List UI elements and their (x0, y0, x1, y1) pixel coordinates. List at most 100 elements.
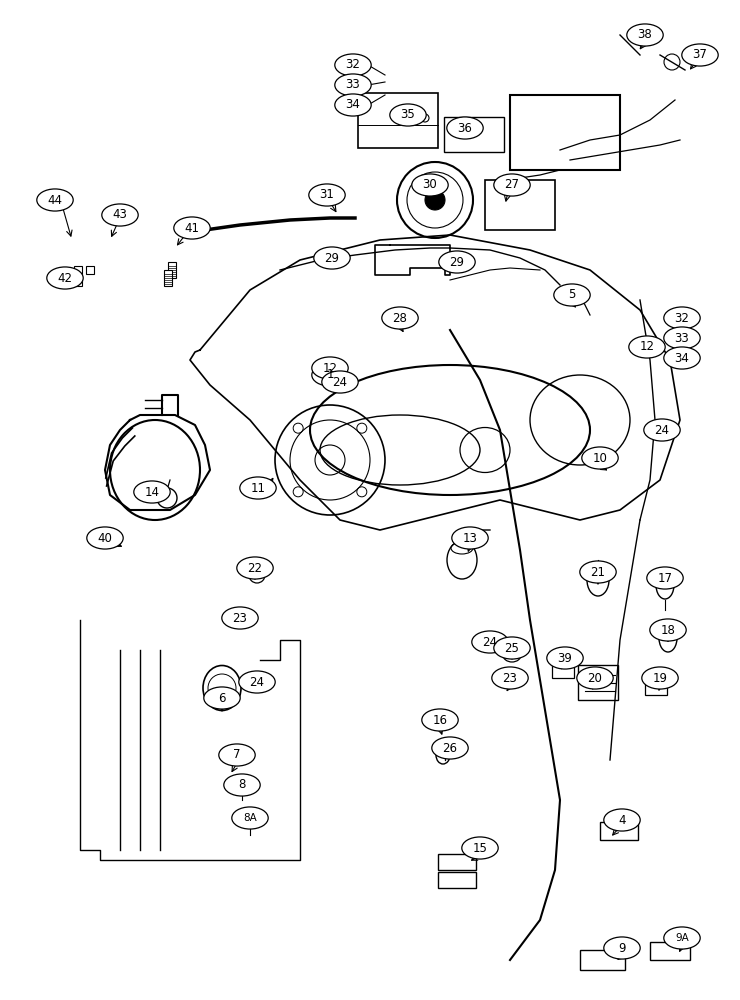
Ellipse shape (604, 809, 640, 831)
Text: 13: 13 (462, 532, 477, 544)
Ellipse shape (102, 204, 138, 226)
Text: 12: 12 (639, 340, 654, 354)
Text: 4: 4 (618, 814, 626, 826)
Text: 40: 40 (98, 532, 112, 544)
Ellipse shape (682, 44, 719, 66)
Ellipse shape (87, 527, 123, 549)
Text: 23: 23 (232, 611, 247, 624)
Text: 24: 24 (332, 375, 348, 388)
Ellipse shape (239, 671, 275, 693)
Ellipse shape (447, 117, 483, 139)
Ellipse shape (580, 561, 616, 583)
Ellipse shape (240, 477, 276, 499)
Ellipse shape (390, 104, 426, 126)
Ellipse shape (629, 336, 665, 358)
Text: 23: 23 (502, 672, 517, 684)
Ellipse shape (174, 217, 210, 239)
Text: 22: 22 (247, 562, 263, 574)
Ellipse shape (664, 347, 700, 369)
Ellipse shape (642, 667, 678, 689)
Ellipse shape (411, 174, 448, 196)
FancyBboxPatch shape (168, 262, 176, 278)
Ellipse shape (576, 667, 613, 689)
Ellipse shape (432, 737, 468, 759)
Ellipse shape (312, 357, 349, 379)
Text: 6: 6 (218, 692, 226, 704)
Text: 36: 36 (457, 121, 472, 134)
Text: 33: 33 (675, 332, 690, 344)
Ellipse shape (382, 307, 418, 329)
Text: 31: 31 (320, 188, 334, 202)
Text: 25: 25 (505, 642, 519, 654)
Ellipse shape (222, 607, 258, 629)
Text: 27: 27 (505, 178, 519, 192)
Ellipse shape (237, 557, 273, 579)
Text: 19: 19 (653, 672, 667, 684)
Text: 35: 35 (400, 108, 415, 121)
Ellipse shape (452, 527, 488, 549)
Text: 18: 18 (661, 624, 676, 637)
Ellipse shape (334, 54, 371, 76)
Ellipse shape (223, 774, 260, 796)
Circle shape (425, 190, 445, 210)
Text: 30: 30 (423, 178, 437, 192)
Text: 42: 42 (58, 271, 73, 284)
Ellipse shape (334, 94, 371, 116)
Text: 29: 29 (449, 255, 465, 268)
Text: 9A: 9A (675, 933, 689, 943)
Text: 20: 20 (588, 672, 602, 684)
Ellipse shape (650, 619, 686, 641)
Ellipse shape (309, 184, 345, 206)
Ellipse shape (472, 631, 508, 653)
Ellipse shape (644, 419, 680, 441)
Ellipse shape (314, 247, 350, 269)
Ellipse shape (232, 807, 268, 829)
Text: 17: 17 (658, 572, 673, 584)
Ellipse shape (492, 667, 528, 689)
Ellipse shape (554, 284, 591, 306)
Text: 34: 34 (346, 99, 360, 111)
Text: 39: 39 (557, 652, 573, 664)
Text: 8: 8 (238, 778, 246, 792)
Text: 7: 7 (233, 748, 240, 762)
Ellipse shape (439, 251, 475, 273)
Ellipse shape (547, 647, 583, 669)
Text: 8A: 8A (243, 813, 257, 823)
Ellipse shape (334, 74, 371, 96)
Ellipse shape (647, 567, 683, 589)
Text: 24: 24 (654, 424, 670, 436)
Text: 44: 44 (47, 194, 62, 207)
Ellipse shape (627, 24, 663, 46)
Text: 34: 34 (675, 352, 690, 364)
Ellipse shape (422, 709, 458, 731)
Text: 24: 24 (482, 636, 497, 648)
Text: 37: 37 (693, 48, 707, 62)
Text: 1: 1 (326, 368, 334, 381)
Text: 32: 32 (675, 312, 690, 324)
Text: 14: 14 (144, 486, 160, 498)
Text: 15: 15 (473, 842, 488, 854)
Text: 33: 33 (346, 79, 360, 92)
Text: 16: 16 (432, 714, 448, 726)
Text: 24: 24 (249, 676, 264, 688)
Ellipse shape (204, 687, 241, 709)
Ellipse shape (37, 189, 73, 211)
Text: 5: 5 (568, 288, 576, 302)
Ellipse shape (664, 927, 700, 949)
Text: 32: 32 (346, 58, 360, 72)
Text: 26: 26 (443, 742, 457, 754)
Ellipse shape (664, 307, 700, 329)
Ellipse shape (322, 371, 358, 393)
Text: 10: 10 (593, 452, 608, 464)
Ellipse shape (582, 447, 618, 469)
Text: 28: 28 (392, 312, 408, 324)
Ellipse shape (219, 744, 255, 766)
Ellipse shape (312, 364, 349, 386)
Text: 21: 21 (591, 566, 605, 578)
Ellipse shape (664, 327, 700, 349)
Ellipse shape (134, 481, 170, 503)
Text: 11: 11 (251, 482, 266, 494)
Text: 41: 41 (184, 222, 200, 234)
Ellipse shape (494, 637, 530, 659)
Text: 9: 9 (618, 942, 626, 954)
